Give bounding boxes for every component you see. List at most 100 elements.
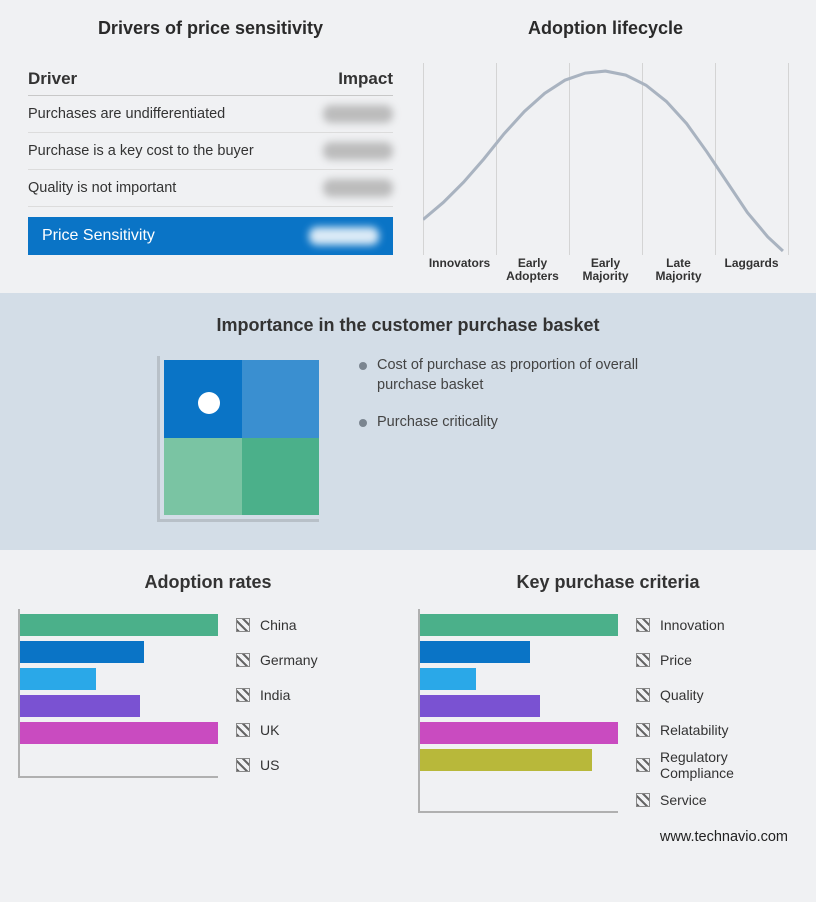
legend-swatch	[236, 723, 250, 737]
lifecycle-category: EarlyMajority	[569, 257, 642, 283]
legend-item: Regulatory Compliance	[636, 751, 798, 778]
bar	[420, 722, 618, 744]
lifecycle-category: EarlyAdopters	[496, 257, 569, 283]
legend-item: US	[236, 751, 318, 778]
legend-item: Relatability	[636, 716, 798, 743]
legend-item: UK	[236, 716, 318, 743]
quadrant-chart	[157, 356, 319, 522]
lifecycle-category: Innovators	[423, 257, 496, 283]
bar	[420, 668, 476, 690]
key-criteria-bars	[418, 609, 618, 813]
driver-text: Purchase is a key cost to the buyer	[28, 143, 254, 159]
legend-swatch	[236, 653, 250, 667]
top-row: Drivers of price sensitivity Driver Impa…	[0, 0, 816, 293]
bar-row	[20, 719, 218, 746]
legend-item: China	[236, 611, 318, 638]
driver-text: Quality is not important	[28, 180, 176, 196]
col-impact: Impact	[338, 69, 393, 89]
adoption-lifecycle-title: Adoption lifecycle	[423, 18, 788, 39]
legend-swatch	[636, 688, 650, 702]
key-criteria-legend: Innovation Price Quality Relatability Regula…	[636, 609, 798, 813]
bar-row	[20, 692, 218, 719]
bar	[420, 749, 592, 771]
legend-label: Relatability	[660, 722, 728, 738]
impact-value-blurred	[323, 105, 393, 123]
quadrant-cell-br	[242, 438, 320, 516]
legend-item: Price	[636, 646, 798, 673]
legend-label: China	[260, 617, 297, 633]
legend-swatch	[236, 758, 250, 772]
legend-label: Innovation	[660, 617, 725, 633]
adoption-rates-chart: China Germany India UK US	[18, 609, 398, 778]
legend-item: India	[236, 681, 318, 708]
bar-row	[20, 638, 218, 665]
adoption-lifecycle-panel: Adoption lifecycle InnovatorsEarlyAdopte…	[423, 18, 788, 283]
bar	[20, 614, 218, 636]
legend-swatch	[236, 618, 250, 632]
legend-label: Service	[660, 792, 707, 808]
adoption-rates-panel: Adoption rates China Germany India UK US	[18, 572, 398, 813]
quadrant-grid	[164, 360, 319, 515]
legend-swatch	[636, 758, 650, 772]
table-row: Purchases are undifferentiated	[28, 96, 393, 133]
summary-value-blurred	[309, 227, 379, 245]
quadrant-legend: Cost of purchase as proportion of overal…	[359, 356, 659, 433]
quadrant-cell-tr	[242, 360, 320, 438]
legend-item: Germany	[236, 646, 318, 673]
legend-item: Service	[636, 786, 798, 813]
lifecycle-curve	[423, 63, 788, 255]
bar	[20, 668, 96, 690]
legend-label: Price	[660, 652, 692, 668]
legend-label: India	[260, 687, 290, 703]
price-sensitivity-summary: Price Sensitivity	[28, 217, 393, 255]
bar	[420, 641, 530, 663]
bar-row	[420, 638, 618, 665]
bar	[20, 641, 144, 663]
price-sensitivity-title: Drivers of price sensitivity	[28, 18, 393, 39]
summary-label: Price Sensitivity	[42, 227, 155, 245]
purchase-basket-band: Importance in the customer purchase bask…	[0, 293, 816, 550]
key-criteria-title: Key purchase criteria	[418, 572, 798, 593]
legend-item: Innovation	[636, 611, 798, 638]
bar-row	[420, 692, 618, 719]
col-driver: Driver	[28, 69, 77, 89]
legend-label: Quality	[660, 687, 704, 703]
bar-row	[420, 611, 618, 638]
legend-swatch	[636, 653, 650, 667]
quadrant-legend-item: Cost of purchase as proportion of overal…	[359, 356, 659, 395]
lifecycle-labels: InnovatorsEarlyAdoptersEarlyMajorityLate…	[423, 257, 788, 283]
bar-row	[420, 746, 618, 773]
adoption-rates-title: Adoption rates	[18, 572, 398, 593]
adoption-rates-bars	[18, 609, 218, 778]
legend-label: Germany	[260, 652, 318, 668]
lifecycle-category: Laggards	[715, 257, 788, 283]
purchase-basket-content: Cost of purchase as proportion of overal…	[0, 356, 816, 522]
key-criteria-chart: Innovation Price Quality Relatability Regula…	[418, 609, 798, 813]
quadrant-cell-bl	[164, 438, 242, 516]
lifecycle-category: LateMajority	[642, 257, 715, 283]
legend-swatch	[636, 618, 650, 632]
dashboard: Drivers of price sensitivity Driver Impa…	[0, 0, 816, 857]
legend-swatch	[636, 723, 650, 737]
bar	[20, 722, 218, 744]
key-criteria-panel: Key purchase criteria Innovation Price Qua…	[418, 572, 798, 813]
adoption-rates-legend: China Germany India UK US	[236, 609, 318, 778]
bar	[420, 614, 618, 636]
quadrant-legend-item: Purchase criticality	[359, 413, 659, 433]
bottom-row: Adoption rates China Germany India UK US Key…	[0, 550, 816, 821]
table-header: Driver Impact	[28, 63, 393, 96]
bar-row	[420, 719, 618, 746]
legend-swatch	[636, 793, 650, 807]
price-sensitivity-panel: Drivers of price sensitivity Driver Impa…	[28, 18, 393, 283]
footer-source: www.technavio.com	[0, 821, 816, 857]
bar-row	[20, 611, 218, 638]
table-body: Purchases are undifferentiated Purchase i…	[28, 96, 393, 207]
table-row: Quality is not important	[28, 170, 393, 207]
bar-row	[20, 665, 218, 692]
legend-label: US	[260, 757, 279, 773]
driver-text: Purchases are undifferentiated	[28, 106, 225, 122]
adoption-lifecycle-chart: InnovatorsEarlyAdoptersEarlyMajorityLate…	[423, 63, 788, 283]
impact-value-blurred	[323, 142, 393, 160]
impact-value-blurred	[323, 179, 393, 197]
legend-swatch	[236, 688, 250, 702]
